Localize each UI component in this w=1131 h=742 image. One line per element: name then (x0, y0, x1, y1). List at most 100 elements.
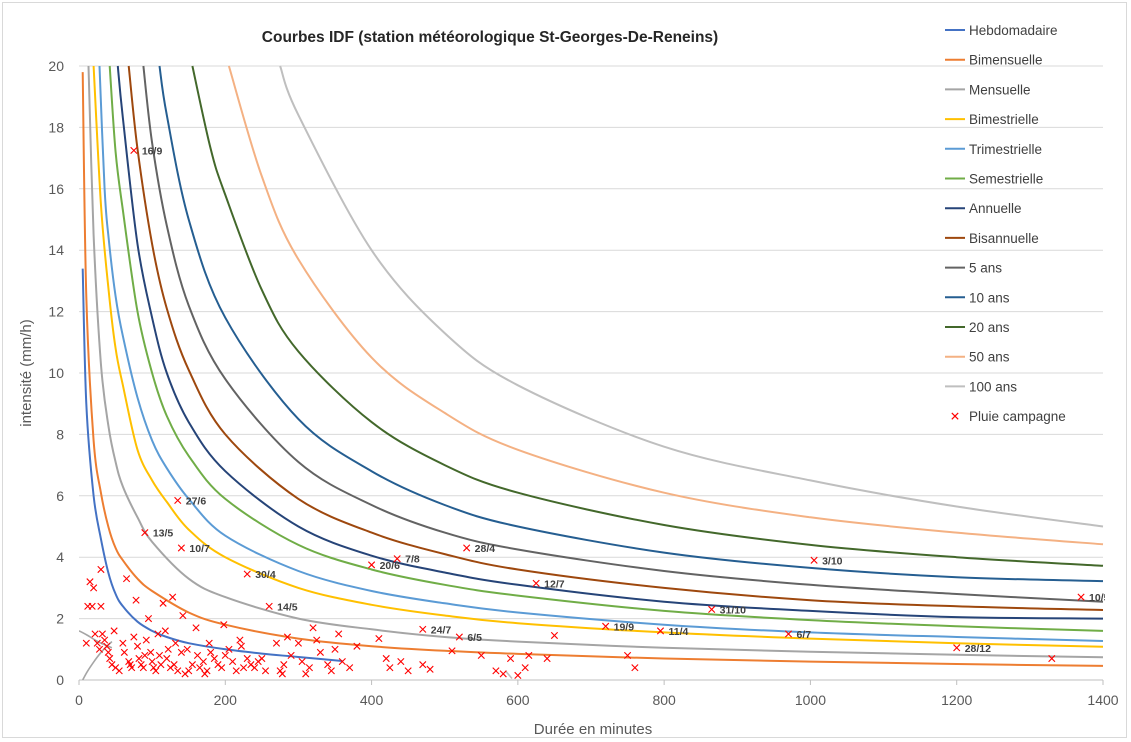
point-label-6-7: 6/7 (796, 629, 811, 641)
scatter-point (397, 657, 405, 666)
scatter-point (137, 661, 145, 669)
scatter-point (236, 636, 244, 644)
scatter-point (101, 636, 109, 644)
legend-item-bisannuelle: Bisannuelle (945, 231, 1039, 246)
scatter-point (477, 651, 485, 660)
plot-area: 16/9 27/6 13/5 10/7 30/4 14/5 20/6 7/8 28/4 12/7 2… (79, 65, 1105, 680)
scatter-point (110, 627, 118, 635)
legend-label: Annuelle (969, 201, 1022, 216)
scatter-point (309, 624, 317, 632)
scatter-point (139, 664, 147, 672)
scatter-point (298, 657, 306, 666)
legend-item-pluie-campagne: Pluie campagne (951, 409, 1066, 424)
curve-mensuelle (87, 65, 1104, 659)
scatter-point-24-7 (419, 625, 427, 633)
scatter-point (499, 670, 507, 678)
scatter-point (142, 636, 150, 644)
scatter-point (115, 667, 123, 675)
scatter-point (294, 639, 303, 647)
scatter-point (272, 639, 281, 647)
scatter-point-27-6 (174, 496, 182, 504)
legend-label: 50 ans (969, 350, 1010, 365)
legend-item-bimestrielle: Bimestrielle (945, 112, 1039, 127)
legend-label: Semestrielle (969, 172, 1043, 187)
scatter-point (426, 665, 434, 673)
scatter-point (331, 645, 339, 653)
legend-label: 100 ans (969, 379, 1017, 394)
scatter-point-11-4 (656, 627, 665, 635)
scatter-point (106, 654, 114, 663)
x-tick-0: 0 (75, 692, 83, 708)
scatter-point (169, 593, 177, 601)
scatter-point (148, 657, 156, 666)
legend-label: Trimestrielle (969, 142, 1042, 157)
scatter-point (103, 642, 111, 650)
legend-item-mensuelle: Mensuelle (945, 82, 1031, 97)
scatter-point-10-5 (1077, 593, 1085, 601)
legend-label: 5 ans (969, 261, 1002, 276)
scatter-point (521, 664, 529, 672)
legend-item-20-ans: 20 ans (945, 320, 1010, 335)
scatter-point (144, 615, 153, 623)
scatter-point (177, 648, 185, 656)
scatter-point (183, 645, 191, 653)
legend-label: Bimestrielle (969, 112, 1039, 127)
point-label-11-4: 11/4 (668, 626, 688, 638)
curve-semestrielle (108, 65, 1104, 632)
x-tick-200: 200 (214, 692, 238, 708)
scatter-point (159, 599, 167, 607)
scatter-point (338, 657, 346, 666)
scatter-point (95, 645, 104, 653)
scatter-point (210, 654, 218, 663)
scatter-point (82, 639, 90, 647)
scatter-point (88, 602, 96, 610)
legend-item-5-ans: 5 ans (945, 261, 1002, 276)
curve-bisannuelle (127, 65, 1104, 611)
scatter-point (174, 667, 182, 675)
point-label-24-7: 24/7 (431, 624, 452, 636)
scatter-point (316, 648, 324, 656)
scatter-point (171, 639, 180, 647)
scatter-point (419, 661, 427, 669)
y-tick-18: 18 (48, 119, 64, 135)
scatter-point (346, 664, 354, 672)
point-label-12-7: 12/7 (544, 578, 565, 590)
curve-100-ans (279, 65, 1104, 528)
scatter-point (155, 651, 164, 660)
scatter-point (104, 648, 112, 656)
point-label-28-4: 28/4 (475, 543, 496, 555)
scatter-point (243, 654, 251, 663)
scatter-point (278, 670, 286, 678)
y-tick-0: 0 (56, 672, 64, 688)
curve-annuelle (116, 65, 1104, 620)
x-tick-1000: 1000 (795, 692, 826, 708)
scatter-points (82, 146, 1085, 679)
legend-label: Bimensuelle (969, 53, 1043, 68)
curve-bimestrielle (92, 65, 1104, 648)
y-tick-labels: 0 2 4 6 8 10 12 14 16 18 20 (48, 58, 64, 688)
curve-bimensuelle (81, 72, 1104, 667)
legend-label: 20 ans (969, 320, 1010, 335)
scatter-point (302, 670, 310, 678)
point-label-13-5: 13/5 (153, 528, 174, 540)
scatter-point (261, 667, 270, 675)
scatter-point-31-10 (708, 605, 716, 613)
scatter-point (132, 596, 140, 604)
scatter-point-3-10 (810, 556, 818, 564)
scatter-point (98, 630, 106, 638)
scatter-point (631, 664, 639, 672)
x-axis-title: Durée en minutes (534, 721, 652, 738)
scatter-point-14-5 (265, 602, 273, 610)
scatter-point (324, 661, 332, 669)
scatter-point-30-4 (243, 570, 251, 578)
scatter-point (170, 661, 178, 669)
scatter-point (221, 651, 229, 660)
point-label-19-9: 19/9 (614, 621, 635, 633)
point-labels: 16/9 27/6 13/5 10/7 30/4 14/5 20/6 7/8 28/4 12/7 2… (142, 145, 1105, 654)
y-tick-20: 20 (48, 58, 64, 74)
scatter-point (150, 664, 158, 672)
scatter-point (327, 667, 335, 675)
scatter-point (128, 664, 136, 672)
scatter-point (229, 657, 237, 666)
gridlines (79, 65, 1103, 620)
